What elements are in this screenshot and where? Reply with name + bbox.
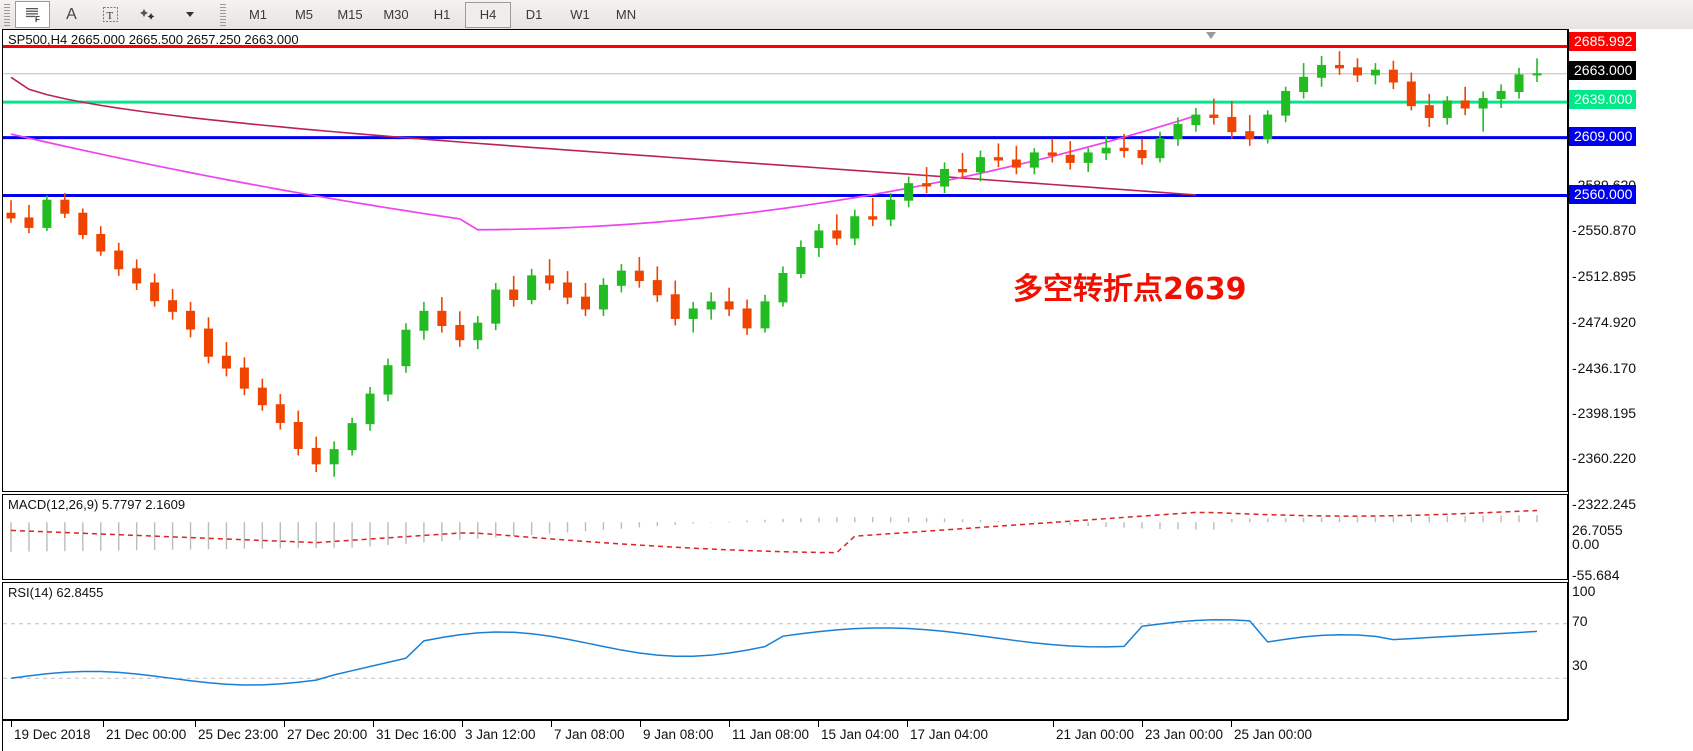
time-tick (11, 721, 12, 727)
main-toolbar: F A T M1 M5 M15 M30 H1 H4 D1 W1 MN (0, 0, 1693, 30)
svg-text:T: T (107, 10, 114, 22)
macd-tick: 0.00 (1572, 536, 1600, 552)
price-level-label[interactable]: 2639.000 (1569, 90, 1637, 109)
time-tick (640, 721, 641, 727)
price-scale[interactable]: -2627.595-2589.620-2550.870-2512.895-247… (1568, 29, 1693, 720)
price-candlestick-svg (3, 32, 1567, 477)
time-axis-label: 25 Dec 23:00 (198, 727, 279, 742)
chevron-down-icon (186, 12, 194, 17)
text-label-glyph: A (66, 5, 77, 23)
time-tick (1142, 721, 1143, 727)
price-tick: -2360.220 (1572, 450, 1637, 466)
timeframe-mn[interactable]: MN (615, 7, 637, 22)
time-tick (551, 721, 552, 727)
text-label-icon[interactable]: A (54, 1, 89, 28)
timeframe-group: M1 M5 M15 M30 H1 H4 D1 W1 MN (235, 1, 649, 28)
rsi-svg (3, 619, 1567, 686)
time-axis-label: 21 Jan 00:00 (1056, 727, 1135, 742)
text-object-icon[interactable]: T (93, 1, 128, 28)
toolbar-grip-1[interactable] (4, 3, 10, 26)
chart-symbol-header: SP500,H4 2665.000 2665.500 2657.250 2663… (8, 32, 299, 47)
time-axis-label: 9 Jan 08:00 (643, 727, 714, 742)
time-tick (818, 721, 819, 727)
time-axis-label: 27 Dec 20:00 (287, 727, 368, 742)
macd-tick: -55.684 (1572, 567, 1620, 583)
rsi-pane[interactable]: RSI(14) 62.8455 (2, 582, 1568, 720)
time-axis-label: 3 Jan 12:00 (465, 727, 536, 742)
time-axis[interactable]: 19 Dec 2018 21 Dec 00:00 25 Dec 23:00 27 De… (2, 720, 1568, 751)
time-tick (284, 721, 285, 727)
timeframe-d1[interactable]: D1 (525, 7, 543, 22)
time-axis-label: 11 Jan 08:00 (732, 727, 810, 742)
indicator-list-icon[interactable]: F (15, 1, 50, 28)
macd-title: MACD(12,26,9) 5.7797 2.1609 (8, 497, 186, 512)
timeframe-h1[interactable]: H1 (433, 7, 451, 22)
timeframe-w1[interactable]: W1 (570, 7, 590, 22)
timeframe-h4[interactable]: H4 (465, 1, 511, 28)
price-tick: -2550.870 (1572, 222, 1637, 238)
macd-tick: 26.7055 (1572, 522, 1623, 538)
time-tick (1231, 721, 1232, 727)
price-level-label[interactable]: 2560.000 (1569, 185, 1637, 204)
time-axis-label: 19 Dec 2018 (14, 727, 91, 742)
rsi-title: RSI(14) 62.8455 (8, 585, 104, 600)
macd-svg (10, 509, 1538, 554)
time-tick (103, 721, 104, 727)
time-axis-label: 21 Dec 00:00 (106, 727, 187, 742)
time-axis-label: 23 Jan 00:00 (1145, 727, 1224, 742)
price-level-label[interactable]: 2609.000 (1569, 127, 1637, 146)
shapes-icon[interactable] (132, 1, 167, 28)
time-tick (729, 721, 730, 727)
time-axis-label: 7 Jan 08:00 (554, 727, 625, 742)
rsi-tick: 100 (1572, 583, 1596, 599)
time-axis-label: 25 Jan 00:00 (1234, 727, 1313, 742)
price-level-label[interactable]: 2663.000 (1569, 61, 1637, 80)
price-tick: -2474.920 (1572, 314, 1637, 330)
price-tick: -2436.170 (1572, 360, 1637, 376)
time-tick (195, 721, 196, 727)
time-tick (462, 721, 463, 727)
time-axis-label: 17 Jan 04:00 (910, 727, 989, 742)
shapes-dropdown-caret-icon[interactable] (171, 1, 206, 28)
price-tick: -2512.895 (1572, 268, 1637, 284)
macd-pane[interactable]: MACD(12,26,9) 5.7797 2.1609 (2, 494, 1568, 580)
price-tick: -2322.245 (1572, 496, 1637, 512)
time-axis-label: 15 Jan 04:00 (821, 727, 900, 742)
price-pane[interactable]: SP500,H4 2665.000 2665.500 2657.250 2663… (2, 29, 1568, 492)
chart-annotation-text: 多空转折点2639 (1013, 272, 1247, 307)
svg-text:F: F (35, 15, 40, 23)
toolbar-grip-2[interactable] (220, 3, 226, 26)
rsi-tick: 30 (1572, 657, 1588, 673)
timeframe-m30[interactable]: M30 (383, 7, 409, 22)
time-tick (373, 721, 374, 727)
price-tick: -2398.195 (1572, 405, 1637, 421)
time-tick (1053, 721, 1054, 727)
time-tick (907, 721, 908, 727)
price-level-label[interactable]: 2685.992 (1569, 32, 1637, 51)
time-axis-label: 31 Dec 16:00 (376, 727, 457, 742)
chart-area[interactable]: SP500,H4 2665.000 2665.500 2657.250 2663… (0, 29, 1693, 751)
timeframe-m5[interactable]: M5 (294, 7, 314, 22)
rsi-tick: 70 (1572, 613, 1588, 629)
timeframe-m15[interactable]: M15 (337, 7, 363, 22)
timeframe-m1[interactable]: M1 (248, 7, 268, 22)
